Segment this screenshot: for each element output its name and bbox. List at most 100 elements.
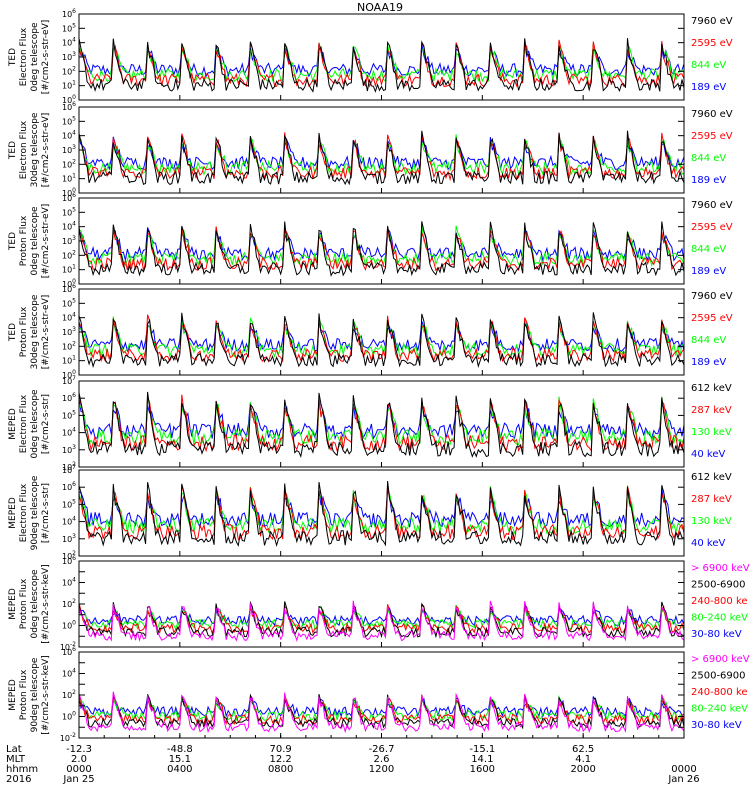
panel-5-legend-blue: 40 keV <box>691 449 725 460</box>
panel-7-ylabel-line-3: 0deg telescope <box>30 569 40 639</box>
panel-2-ytick-label: 101 <box>62 173 76 184</box>
panel-7-traces <box>79 600 684 642</box>
panel-4-legend-black: 7960 eV <box>691 291 733 302</box>
panel-3-ytick-label: 105 <box>62 206 76 217</box>
panel-4-ytick-label: 102 <box>62 340 76 351</box>
panel-8-frame <box>78 651 685 739</box>
panel-6-ytick-label: 106 <box>62 481 76 492</box>
panel-3-ylabel-line-1: TED <box>8 232 18 251</box>
panel-6-ytick-label: 105 <box>62 498 76 509</box>
panel-8-trace-magenta <box>79 691 684 734</box>
panel-4-ytick-label: 104 <box>62 312 76 323</box>
panel-5-ytick-label: 103 <box>62 444 76 455</box>
x-tick-label-mlt: 2.0 <box>71 754 87 765</box>
panel-3-legend-blue: 189 eV <box>691 266 726 277</box>
x-tick-label-date: Jan 26 <box>667 774 699 785</box>
panel-1-legend-black: 7960 eV <box>691 16 733 27</box>
x-tick-label-mlt: 14.1 <box>471 754 493 765</box>
panel-7-ytick-label: 100 <box>62 620 76 631</box>
panel-6-frame <box>78 469 685 557</box>
panel-1-ylabel-line-2: Electron Flux <box>19 27 29 86</box>
panel-7-ytick-label: 10-2 <box>60 641 76 652</box>
panel-3-ylabel-line-3: 0deg telescope <box>30 206 40 276</box>
panel-6-legend-blue: 40 keV <box>691 538 725 549</box>
x-tick-label-hhmm: 0000 <box>66 764 91 775</box>
panel-1-legend-green: 844 eV <box>691 60 726 71</box>
panel-4-legend-green: 844 eV <box>691 335 726 346</box>
panel-2-ytick-label: 100 <box>62 187 76 198</box>
panel-8-trace-green <box>79 694 684 723</box>
panel-4-ytick-label: 106 <box>62 283 76 294</box>
panel-1-ytick-label: 100 <box>62 94 76 105</box>
panel-2-ytick-label: 105 <box>62 115 76 126</box>
panel-8-ylabel-line-1: MEPED <box>8 679 18 711</box>
panel-6-ylabel-line-3: 90deg telescope <box>30 475 40 550</box>
x-tick-label-mlt: 12.2 <box>270 754 292 765</box>
panel-2-ytick-label: 106 <box>62 101 76 112</box>
panel-7-legend-green: 80-240 keV <box>691 613 748 624</box>
panel-6-ytick-label: 107 <box>62 464 76 475</box>
x-tick-label-hhmm: 0800 <box>268 764 293 775</box>
panel-1-trace-black <box>79 38 684 93</box>
x-tick-label-lat: -26.7 <box>369 744 395 755</box>
panel-5-ylabel-line-2: Electron Flux <box>19 394 29 453</box>
panel-2-ytick-label: 102 <box>62 158 76 169</box>
panel-7-legend-black: 2500-6900 <box>691 580 746 591</box>
panel-8: 10-2 100 102 104 106 MEPED Proton Flux 90deg te… <box>8 646 750 743</box>
panel-7-legend-red: 240-800 ke <box>691 596 748 607</box>
panel-5-ylabel-line-1: MEPED <box>8 408 18 440</box>
panel-1-ytick-label: 103 <box>62 51 76 62</box>
panel-8-ytick-label: 10-2 <box>60 732 76 743</box>
panel-6-trace-black <box>79 480 684 547</box>
panel-1-legend-blue: 189 eV <box>691 82 726 93</box>
panel-6-legend-green: 130 keV <box>691 516 732 527</box>
panel-2-trace-blue <box>79 136 684 172</box>
panel-1-trace-red <box>79 39 684 88</box>
panel-6-ytick-label: 104 <box>62 516 76 527</box>
panel-7-ytick-label: 106 <box>62 555 76 566</box>
panel-3: 100 101 102 103 104 105 106 TED Proton Flux 0deg … <box>8 192 733 289</box>
panel-4-ytick-label: 101 <box>62 355 76 366</box>
panel-7-ylabel-line-4: [#/cm2-s-str-keV] <box>41 564 51 643</box>
panel-3-legend-red: 2595 eV <box>691 222 733 233</box>
x-tick-label-hhmm: 1200 <box>369 764 394 775</box>
xaxis-row-label-year: 2016 <box>6 774 31 785</box>
panel-4-trace-black <box>79 312 684 369</box>
panel-5-trace-black <box>79 391 684 458</box>
panel-3-legend-green: 844 eV <box>691 244 726 255</box>
panel-6-legend-red: 287 keV <box>691 494 732 505</box>
panel-7-ylabel-line-1: MEPED <box>8 588 18 620</box>
panel-3-trace-black <box>79 221 684 277</box>
panel-3-ytick-label: 106 <box>62 192 76 203</box>
panel-2-ytick-label: 104 <box>62 130 76 141</box>
panel-7-trace-red <box>79 602 684 635</box>
x-tick-label-hhmm: 1600 <box>470 764 495 775</box>
panel-2-trace-black <box>79 130 684 186</box>
panel-2-legend-blue: 189 eV <box>691 175 726 186</box>
panel-5-ylabel-line-3: 0deg telescope <box>30 389 40 459</box>
figure-title: NOAA19 <box>357 1 403 14</box>
x-tick-label-lat: 62.5 <box>572 744 594 755</box>
xaxis-row-label-lat: Lat <box>6 744 22 755</box>
panel-5-trace-blue <box>79 398 684 441</box>
panel-7: 10-2 100 102 104 106 MEPED Proton Flux 0deg tel… <box>8 555 750 652</box>
panel-8-ylabel-line-2: Proton Flux <box>19 669 29 720</box>
panel-7-ytick-label: 104 <box>62 577 76 588</box>
panel-5-ytick-label: 107 <box>62 375 76 386</box>
panel-4-legend-red: 2595 eV <box>691 313 733 324</box>
panel-8-ytick-label: 102 <box>62 689 76 700</box>
panel-4-ylabel-line-3: 30deg telescope <box>30 294 40 369</box>
x-tick-label-date: Jan 25 <box>62 774 94 785</box>
panel-1-ytick-label: 101 <box>62 80 76 91</box>
panel-4-ytick-label: 103 <box>62 326 76 337</box>
x-tick-label-mlt: 4.1 <box>575 754 591 765</box>
x-tick-label-lat: -12.3 <box>66 744 92 755</box>
panel-3-legend-black: 7960 eV <box>691 200 733 211</box>
panel-6-legend-black: 612 keV <box>691 472 732 483</box>
panel-2-ylabel-line-1: TED <box>8 141 18 160</box>
panel-5-legend-red: 287 keV <box>691 405 732 416</box>
panel-2-ylabel-line-3: 30deg telescope <box>30 112 40 187</box>
x-tick-label-mlt: 2.6 <box>374 754 390 765</box>
panel-1-ytick-label: 106 <box>62 8 76 19</box>
